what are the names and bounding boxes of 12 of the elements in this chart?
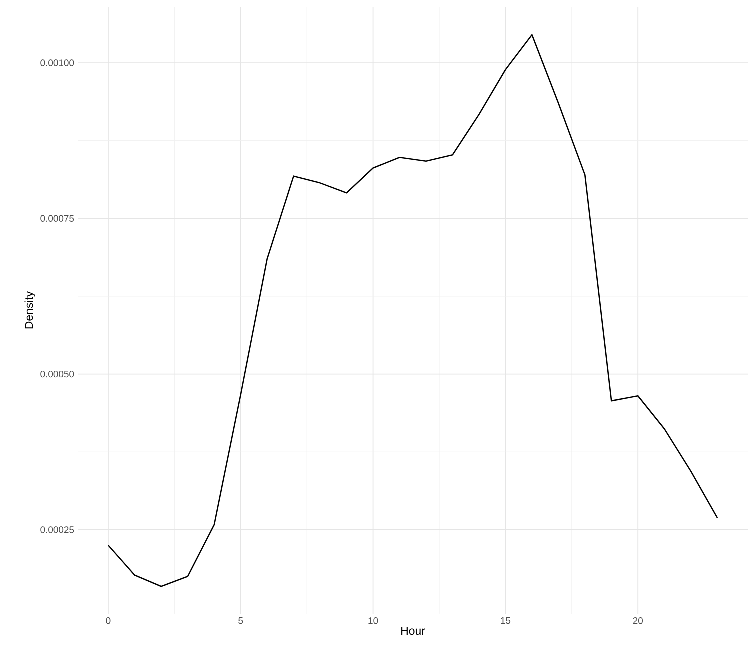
y-tick-label: 0.00050: [40, 370, 74, 378]
y-tick-label: 0.00025: [40, 526, 74, 534]
x-axis-title: Hour: [402, 627, 426, 636]
x-tick-label: 20: [633, 618, 643, 624]
x-tick-label: 15: [501, 618, 511, 624]
x-tick-label: 10: [368, 618, 378, 624]
x-tick-label: 5: [238, 618, 244, 624]
line-series: [108, 34, 718, 588]
y-tick-label: 0.00100: [40, 60, 74, 66]
x-tick-label: 0: [106, 618, 111, 624]
y-axis-title: Density: [24, 291, 36, 329]
y-tick-label: 0.00075: [40, 215, 74, 222]
